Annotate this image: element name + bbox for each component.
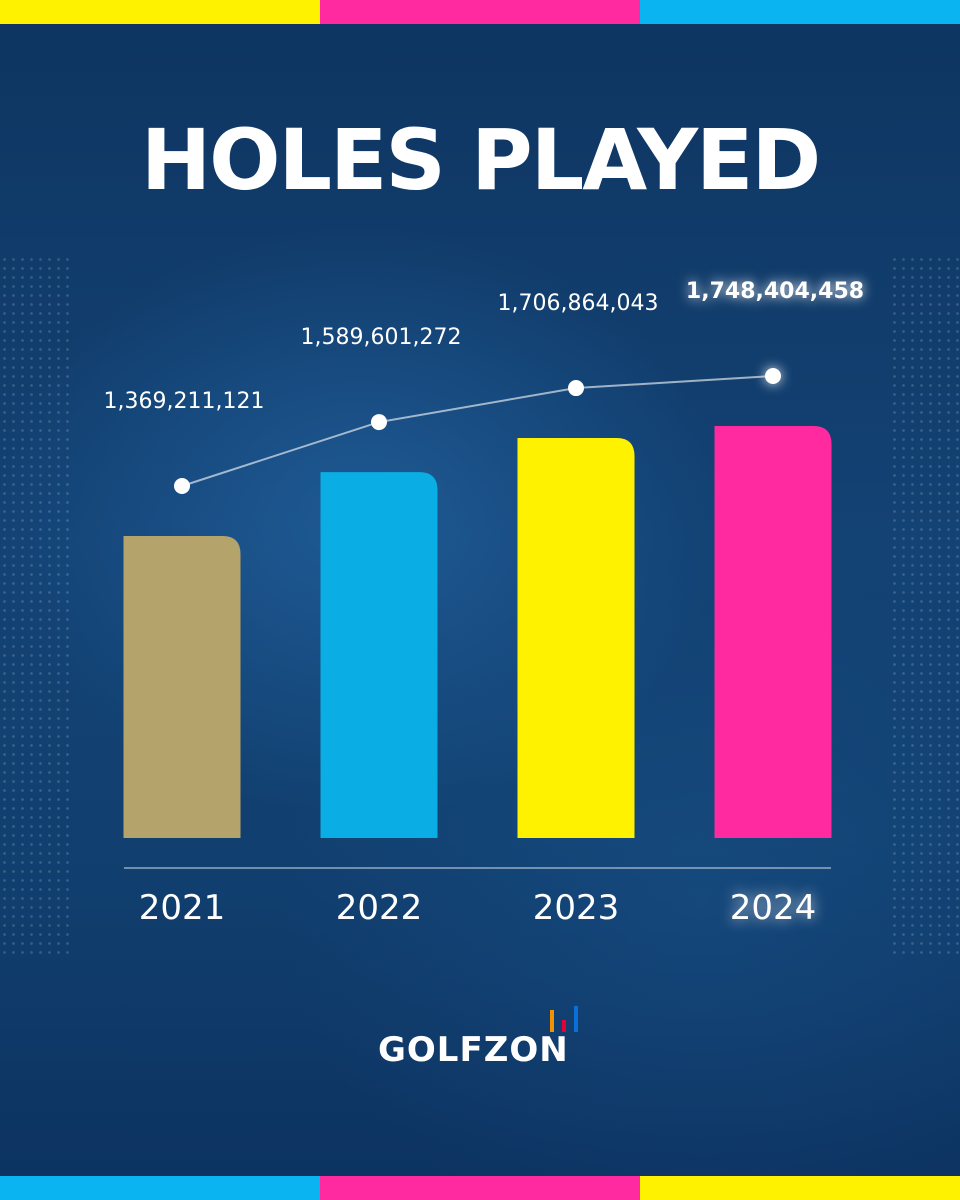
chart-title: HOLES PLAYED <box>140 111 821 209</box>
trend-point-2022 <box>371 414 387 431</box>
stripe-pink <box>320 0 640 24</box>
top-color-stripe <box>0 0 960 24</box>
bar-2022 <box>320 472 438 838</box>
bar-2021 <box>123 536 241 838</box>
x-tick-labels-group: 2021 2022 2023 2024 <box>139 888 817 928</box>
stripe-yellow-bottom <box>640 1176 960 1200</box>
trend-point-2023 <box>568 380 584 397</box>
x-tick-2024: 2024 <box>730 888 817 928</box>
x-tick-2022: 2022 <box>336 888 423 928</box>
value-label-2023: 1,706,864,043 <box>498 291 659 316</box>
trend-line-group <box>174 368 781 494</box>
value-label-2024: 1,748,404,458 <box>686 279 864 304</box>
stripe-pink-bottom <box>320 1176 640 1200</box>
value-label-2021: 1,369,211,121 <box>104 389 265 414</box>
trend-line <box>181 375 774 487</box>
x-tick-2021: 2021 <box>139 888 226 928</box>
logo-bars-icon <box>550 1006 582 1032</box>
logo-bar-orange <box>550 1010 554 1032</box>
trend-point-2021 <box>174 478 190 494</box>
bar-2023 <box>517 438 635 838</box>
dot-pattern-right <box>890 255 960 955</box>
value-labels-group: 1,369,211,121 1,589,601,272 1,706,864,043 1… <box>104 279 865 414</box>
value-label-2022: 1,589,601,272 <box>301 325 462 350</box>
golfzon-logo: GOLFZON <box>360 1000 600 1080</box>
stripe-yellow <box>0 0 320 24</box>
logo-bar-red <box>562 1020 566 1032</box>
bars-group <box>123 426 832 838</box>
logo-wordmark: GOLFZON <box>378 1030 569 1070</box>
stripe-blue <box>640 0 960 24</box>
bottom-color-stripe <box>0 1176 960 1200</box>
trend-point-2024 <box>765 368 781 384</box>
x-tick-2023: 2023 <box>533 888 620 928</box>
logo-bar-blue <box>574 1006 578 1032</box>
dot-pattern-left <box>0 255 70 955</box>
stripe-blue-bottom <box>0 1176 320 1200</box>
bar-2024 <box>714 426 832 838</box>
